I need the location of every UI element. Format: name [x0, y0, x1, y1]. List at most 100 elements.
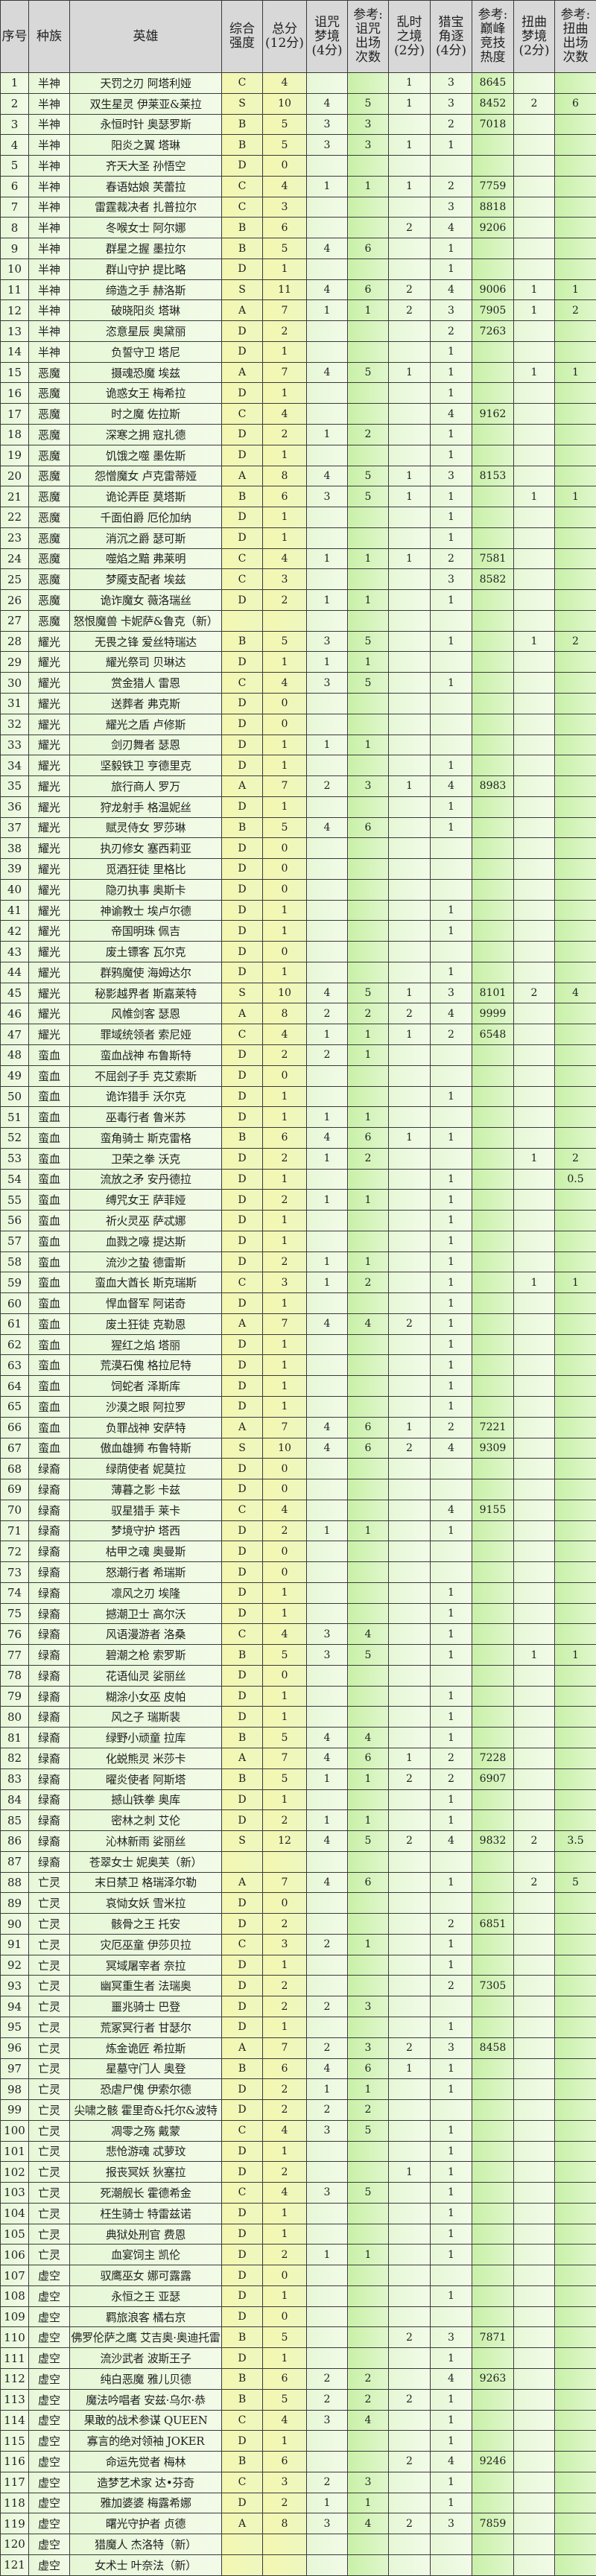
cell-total: 5 — [262, 2388, 307, 2411]
cell-curse — [306, 1850, 348, 1873]
cell-grade: C — [221, 2471, 263, 2493]
cell-hunt: 1 — [430, 2430, 472, 2452]
cell-grade: D — [221, 1396, 263, 1418]
cell-peak — [472, 1541, 514, 1563]
cell-index: 67 — [0, 1437, 29, 1459]
table-row: 30 耀光 赏金猎人 雷恩 C 4 3 5 1 — [0, 672, 596, 694]
cell-index: 29 — [0, 651, 29, 673]
cell-race: 半神 — [28, 72, 70, 94]
cell-race: 耀光 — [28, 961, 70, 983]
cell-chaos — [388, 1292, 431, 1314]
cell-total: 4 — [262, 2182, 307, 2204]
cell-race: 恶魔 — [28, 465, 70, 487]
cell-chaos — [388, 1065, 431, 1087]
cell-index: 12 — [0, 299, 29, 322]
cell-index: 39 — [0, 858, 29, 880]
cell-total: 5 — [262, 134, 307, 156]
cell-curse: 2 — [306, 1003, 348, 1025]
table-row: 113 虚空 魔法吟唱者 安兹·乌尔·恭 B 5 2 2 2 1 — [0, 2388, 596, 2411]
cell-total: 0 — [262, 1458, 307, 1480]
cell-race: 亡灵 — [28, 1892, 70, 1914]
cell-ref1: 6 — [347, 816, 389, 839]
cell-index: 11 — [0, 279, 29, 301]
cell-index: 97 — [0, 2058, 29, 2080]
cell-ref1: 3 — [347, 775, 389, 797]
cell-ref1 — [347, 1975, 389, 1997]
cell-curse — [306, 1085, 348, 1108]
cell-chaos — [388, 1044, 431, 1066]
cell-hero: 血宴饲主 凯伦 — [69, 2244, 222, 2266]
cell-grade: D — [221, 589, 263, 611]
table-row: 10 半神 群山守护 提比略 D 1 1 — [0, 258, 596, 280]
cell-peak — [472, 1210, 514, 1231]
cell-ref1 — [347, 1602, 389, 1625]
cell-index: 114 — [0, 2409, 29, 2431]
table-row: 110 虚空 佛罗伦萨之鹰 艾吉奥·奥迪托雷 B 5 2 3 7871 — [0, 2326, 596, 2349]
cell-ref2 — [554, 2534, 596, 2555]
cell-twist — [513, 175, 555, 197]
cell-peak — [472, 238, 514, 259]
table-row: 91 亡灵 灾厄巫童 伊莎贝拉 C 3 2 1 1 — [0, 1933, 596, 1955]
cell-curse: 1 — [306, 2244, 348, 2266]
cell-peak — [472, 858, 514, 880]
cell-hero: 千面伯爵 厄伦加纳 — [69, 507, 222, 528]
cell-hunt — [430, 1664, 472, 1687]
cell-ref1 — [347, 1396, 389, 1418]
cell-grade: D — [221, 2430, 263, 2452]
cell-total: 1 — [262, 651, 307, 673]
cell-race: 半神 — [28, 299, 70, 322]
cell-ref2 — [554, 1210, 596, 1231]
cell-peak — [472, 1313, 514, 1335]
cell-total: 1 — [262, 796, 307, 818]
table-row: 104 亡灵 枉生骑士 特雷兹诺 D 1 1 — [0, 2202, 596, 2224]
cell-ref2: 2 — [554, 630, 596, 653]
cell-peak — [472, 630, 514, 653]
cell-grade: A — [221, 465, 263, 487]
cell-curse — [306, 2451, 348, 2472]
cell-index: 78 — [0, 1664, 29, 1687]
cell-ref2 — [554, 2244, 596, 2266]
cell-race: 蛮血 — [28, 1272, 70, 1294]
cell-race: 耀光 — [28, 796, 70, 818]
cell-twist — [513, 1437, 555, 1459]
table-row: 51 蛮血 巫毒行者 鲁米苏 D 1 1 1 — [0, 1106, 596, 1129]
cell-race: 耀光 — [28, 775, 70, 797]
cell-twist — [513, 1499, 555, 1521]
cell-peak — [472, 1479, 514, 1500]
cell-ref2 — [554, 837, 596, 860]
cell-hunt: 1 — [430, 796, 472, 818]
cell-index: 82 — [0, 1748, 29, 1769]
cell-index: 107 — [0, 2265, 29, 2286]
cell-race: 半神 — [28, 238, 70, 259]
cell-index: 101 — [0, 2140, 29, 2163]
cell-curse: 1 — [306, 1809, 348, 1832]
cell-curse: 1 — [306, 651, 348, 673]
table-row: 44 耀光 群鸦魔使 海姆达尔 D 1 1 — [0, 961, 596, 983]
cell-index: 85 — [0, 1809, 29, 1832]
cell-ref2 — [554, 1892, 596, 1914]
cell-chaos — [388, 734, 431, 756]
cell-curse — [306, 609, 348, 632]
cell-race: 恶魔 — [28, 424, 70, 445]
cell-index: 56 — [0, 1210, 29, 1231]
table-row: 54 蛮血 流放之矛 安丹德拉 D 1 1 0.5 — [0, 1168, 596, 1190]
table-row: 83 绿裔 曜炎使者 阿斯塔 B 5 1 1 2 2 6907 — [0, 1768, 596, 1790]
cell-race: 恶魔 — [28, 568, 70, 591]
cell-twist — [513, 2285, 555, 2307]
cell-chaos — [388, 1520, 431, 1542]
cell-grade: D — [221, 1602, 263, 1625]
cell-peak — [472, 796, 514, 818]
cell-peak — [472, 507, 514, 528]
cell-curse — [306, 1479, 348, 1500]
cell-chaos — [388, 713, 431, 735]
cell-index: 2 — [0, 92, 29, 115]
table-row: 29 耀光 耀光祭司 贝琳达 D 1 1 1 — [0, 651, 596, 673]
cell-chaos — [388, 1727, 431, 1749]
cell-hero: 帝国明珠 佩吉 — [69, 920, 222, 942]
cell-ref1: 6 — [347, 1748, 389, 1769]
cell-total: 1 — [262, 1230, 307, 1252]
cell-hunt: 1 — [430, 2471, 472, 2493]
cell-ref1 — [347, 878, 389, 901]
cell-twist — [513, 196, 555, 218]
cell-ref2 — [554, 1458, 596, 1480]
